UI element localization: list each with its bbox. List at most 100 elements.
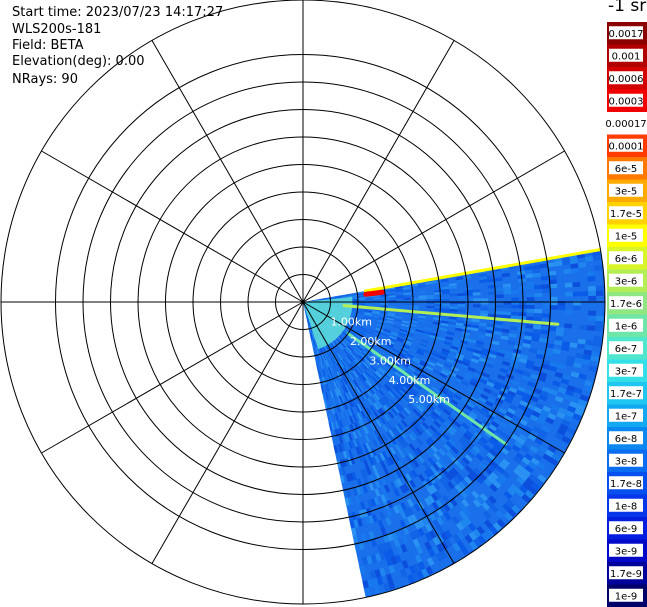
data-cell (437, 336, 446, 342)
data-cell (341, 466, 346, 476)
data-cell (318, 353, 323, 362)
data-cell (352, 370, 359, 378)
data-cell (464, 534, 474, 544)
data-cell (307, 317, 310, 325)
data-cell (522, 342, 531, 349)
data-cell (379, 310, 388, 314)
data-cell (355, 334, 363, 340)
data-cell (399, 440, 407, 449)
data-cell (445, 451, 454, 460)
colorbar-label-bg (609, 498, 643, 512)
colorbar-label: 6e-5 (615, 164, 638, 175)
data-cell (425, 449, 433, 458)
data-cell (316, 354, 320, 363)
data-cell (472, 304, 481, 308)
data-cell (356, 518, 363, 527)
data-cell (415, 447, 423, 456)
data-cell (443, 483, 452, 493)
data-cell (382, 331, 391, 336)
data-cell (431, 501, 440, 511)
data-cell (582, 384, 592, 392)
data-cell (353, 321, 361, 326)
data-cell (378, 339, 387, 345)
data-cell (318, 369, 322, 378)
data-cell (467, 473, 476, 482)
data-cell (447, 353, 457, 359)
data-cell (421, 421, 430, 430)
data-cell (467, 414, 476, 422)
colorbar-label-bg (609, 453, 643, 467)
data-cell (468, 531, 478, 541)
data-cell (424, 523, 433, 533)
data-cell (437, 415, 446, 424)
data-cell (387, 411, 395, 419)
data-cell (403, 290, 411, 294)
data-cell (443, 443, 452, 452)
data-cell (355, 367, 362, 375)
data-cell (507, 508, 517, 518)
data-cell (455, 473, 465, 482)
data-cell (403, 407, 411, 415)
data-cell (372, 374, 379, 381)
data-cell (344, 458, 350, 467)
data-cell (342, 450, 348, 459)
data-cell (472, 445, 481, 454)
data-cell (471, 490, 480, 499)
data-cell (347, 457, 353, 466)
data-cell (449, 306, 458, 310)
data-cell (338, 361, 344, 369)
data-cell (368, 530, 375, 540)
data-cell (554, 339, 563, 346)
data-cell (387, 311, 396, 315)
data-cell (523, 339, 532, 345)
data-cell (572, 281, 581, 288)
data-cell (358, 453, 364, 462)
data-cell (415, 327, 424, 331)
data-cell (460, 397, 469, 405)
data-cell (394, 443, 402, 452)
data-cell (322, 368, 326, 377)
range-label: 3.00km (369, 354, 411, 367)
data-cell (483, 455, 493, 464)
data-cell (492, 480, 502, 489)
data-cell (515, 368, 524, 375)
data-cell (358, 375, 365, 383)
data-cell (368, 515, 375, 524)
data-cell (317, 370, 321, 378)
data-cell (439, 372, 448, 379)
data-cell (486, 278, 495, 283)
data-cell (500, 335, 509, 341)
data-cell (315, 362, 319, 371)
data-cell (544, 347, 554, 353)
data-cell (401, 429, 409, 437)
data-cell (426, 392, 435, 400)
data-cell (470, 378, 480, 385)
data-cell (371, 513, 378, 523)
data-cell (587, 315, 596, 321)
colorbar-label-bg (609, 386, 643, 400)
range-label: 2.00km (350, 335, 392, 348)
data-cell (335, 354, 341, 362)
data-cell (454, 376, 463, 384)
data-cell (441, 367, 450, 374)
data-cell (397, 379, 406, 387)
data-cell (549, 305, 558, 310)
data-cell (427, 495, 436, 504)
colorbar-label: 0.0001 (609, 141, 644, 152)
data-cell (407, 452, 416, 462)
data-cell (379, 338, 388, 344)
data-cell (347, 432, 353, 441)
data-cell (479, 492, 489, 502)
data-cell (426, 557, 435, 567)
data-cell (470, 395, 479, 403)
data-cell (501, 458, 510, 467)
data-cell (357, 366, 364, 374)
data-cell (464, 289, 473, 294)
data-cell (373, 429, 380, 438)
data-cell (451, 343, 460, 348)
data-cell (367, 397, 374, 406)
data-cell (465, 298, 473, 302)
data-cell (449, 348, 458, 354)
data-cell (495, 509, 505, 519)
data-cell (495, 304, 504, 309)
